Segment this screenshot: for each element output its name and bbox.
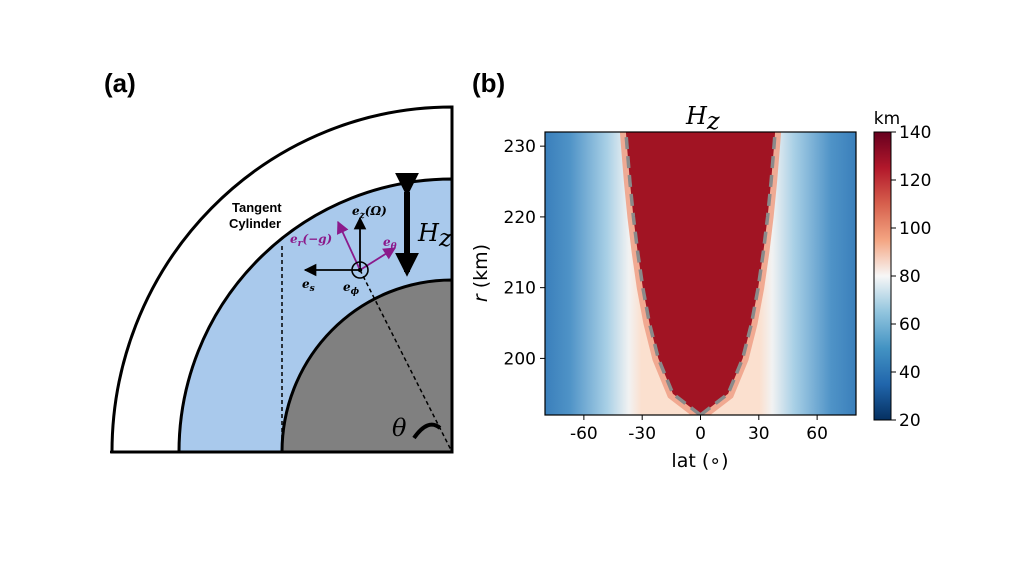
- x-axis: -60 -30 0 30 60: [570, 415, 828, 444]
- tangent-label-line1: Tangent: [232, 200, 282, 215]
- panel-a: (a) Tangent Cylinder θ ez(Ω) er(−g) eθ e…: [104, 68, 454, 454]
- etheta-label: eθ: [383, 235, 397, 252]
- y-axis: 200 210 220 230: [504, 137, 545, 369]
- y-tick-label: 230: [504, 137, 536, 157]
- x-axis-title: lat (∘): [671, 450, 728, 472]
- y-tick-label: 210: [504, 279, 536, 299]
- colorbar-unit: km: [874, 109, 900, 129]
- panel-b-label: (b): [472, 68, 505, 98]
- ez-label: ez(Ω): [352, 204, 387, 221]
- solid-core: [280, 278, 454, 454]
- er-label: er(−g): [290, 232, 332, 249]
- y-tick-label: 220: [504, 208, 536, 228]
- theta-label: θ: [392, 414, 407, 442]
- colorbar-tick-label: 20: [899, 411, 921, 431]
- heatmap: [545, 132, 856, 415]
- hz-label: Hz: [417, 219, 452, 252]
- colorbar-tick-label: 40: [899, 363, 921, 383]
- ephi-dot: [357, 267, 363, 273]
- panel-a-label: (a): [104, 68, 136, 98]
- ephi-label: eϕ: [343, 280, 360, 297]
- x-tick-label: 60: [806, 424, 828, 444]
- y-tick-label: 200: [504, 349, 536, 369]
- x-tick-label: -60: [570, 424, 598, 444]
- x-tick-label: -30: [628, 424, 656, 444]
- tangent-boundary-right: [699, 132, 777, 415]
- etheta-arrow: [359, 247, 397, 271]
- colorbar-tick-label: 60: [899, 315, 921, 335]
- theta-arc: [412, 422, 442, 440]
- y-axis-title: r (km): [470, 244, 492, 302]
- colorbar: [873, 131, 892, 421]
- ephi-circle: [351, 261, 369, 279]
- x-tick-label: 30: [748, 424, 770, 444]
- radius-line: [359, 269, 453, 453]
- colorbar-tick-label: 80: [899, 267, 921, 287]
- colorbar-ticks: 20 40 60 80 100 120 140: [891, 123, 931, 431]
- er-arrow: [336, 220, 361, 271]
- colorbar-tick-label: 100: [899, 219, 931, 239]
- colorbar-tick-label: 140: [899, 123, 931, 143]
- x-tick-label: 0: [695, 424, 706, 444]
- heatmap-title: Hz: [685, 102, 720, 135]
- tangent-label-line2: Cylinder: [229, 216, 281, 231]
- tangent-cylinder-region: [625, 132, 776, 415]
- tangent-boundary-left: [624, 132, 702, 415]
- colorbar-tick-label: 120: [899, 171, 931, 191]
- es-label: es: [302, 277, 315, 294]
